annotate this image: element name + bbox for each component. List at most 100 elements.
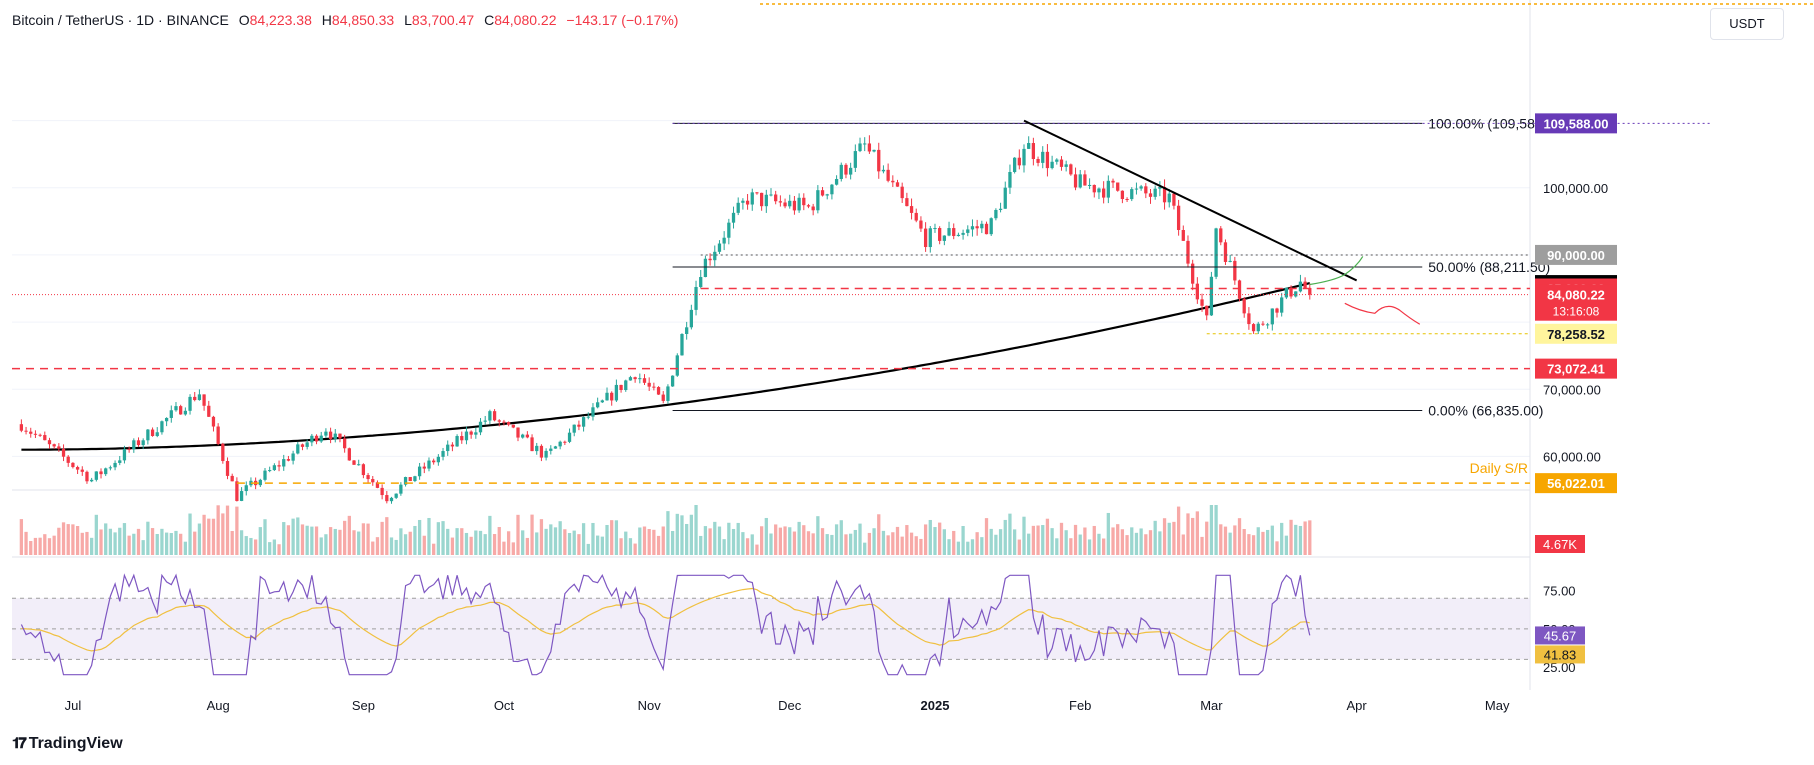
candle-body xyxy=(703,258,708,278)
close-label: C xyxy=(484,12,495,28)
candle-body xyxy=(1055,159,1059,162)
volume-bar xyxy=(141,540,145,555)
candle-body xyxy=(300,444,305,447)
candle-body xyxy=(806,205,811,207)
candle-body xyxy=(736,202,740,213)
candle xyxy=(806,203,811,209)
volume-bar xyxy=(366,523,370,555)
volume-bar xyxy=(544,528,548,555)
candle xyxy=(502,419,506,426)
volume-bar xyxy=(774,524,778,555)
fib-level-label: 50.00% (88,211.50) xyxy=(1428,259,1550,275)
candle-body xyxy=(717,243,722,252)
volume-bar xyxy=(867,532,872,555)
tradingview-logo[interactable]: 𝟏𝟕 TradingView xyxy=(12,735,123,753)
volume-bar xyxy=(319,537,323,555)
candle-body xyxy=(1167,193,1171,203)
candle xyxy=(160,420,164,435)
volume-bar xyxy=(188,513,192,555)
volume-bar xyxy=(891,532,895,555)
volume-bar xyxy=(858,523,862,555)
candle xyxy=(863,137,867,152)
candle xyxy=(572,424,576,437)
candle-body xyxy=(1172,193,1176,206)
volume-bar xyxy=(956,541,961,555)
volume-bar xyxy=(614,520,619,555)
candle-body xyxy=(399,484,403,494)
volume-bar xyxy=(464,532,469,555)
volume-bar xyxy=(1247,534,1251,555)
candle-body xyxy=(277,465,281,467)
volume-bar xyxy=(961,526,965,555)
candle xyxy=(1205,305,1209,321)
candle xyxy=(1153,185,1157,200)
candle xyxy=(577,420,581,431)
candle-body xyxy=(136,440,141,446)
candle-body xyxy=(474,432,478,435)
candle-body xyxy=(895,182,900,187)
volume-bar xyxy=(895,526,900,555)
volume-bar xyxy=(1083,527,1087,555)
candle xyxy=(759,192,764,211)
volume-bar xyxy=(1209,505,1214,555)
candle xyxy=(1303,277,1307,289)
candle-body xyxy=(764,194,768,207)
volume-bar xyxy=(258,527,262,555)
candle-body xyxy=(1125,199,1129,201)
volume-bar xyxy=(127,535,131,555)
candle xyxy=(277,460,281,472)
volume-bar xyxy=(1120,529,1125,555)
candle-body xyxy=(567,432,572,442)
candle-body xyxy=(1134,188,1139,190)
volume-bar xyxy=(553,527,558,555)
symbol-header: Bitcoin / TetherUS · 1D · BINANCE O84,22… xyxy=(12,12,678,28)
volume-bar xyxy=(492,534,497,555)
currency-button[interactable]: USDT xyxy=(1710,8,1784,40)
candle-body xyxy=(919,220,923,229)
candle xyxy=(844,163,848,179)
candle-body xyxy=(460,436,464,441)
candle xyxy=(394,493,398,500)
candle-body xyxy=(535,445,539,452)
price-axis: 100,000.00 70,000.00 60,000.00 109,588.00 90… xyxy=(1535,113,1617,675)
candle-body xyxy=(581,417,586,427)
candle xyxy=(1289,285,1293,299)
candle-body xyxy=(352,460,356,465)
candle xyxy=(1130,187,1134,202)
candle xyxy=(699,269,703,289)
candle xyxy=(563,440,567,446)
volume-bar xyxy=(1069,538,1073,555)
candle-body xyxy=(980,223,984,229)
candle xyxy=(1298,274,1303,293)
candle-body xyxy=(820,190,825,196)
volume-bar xyxy=(675,513,679,555)
candle-body xyxy=(71,462,75,468)
candle xyxy=(328,427,333,444)
volume-bar xyxy=(699,535,703,555)
candle xyxy=(361,463,366,479)
volume-bar xyxy=(886,535,890,555)
candle xyxy=(624,379,628,392)
candle xyxy=(216,423,220,446)
candle xyxy=(680,333,684,356)
candle-body xyxy=(66,456,70,463)
volume-bar xyxy=(389,537,394,555)
price-level-tag: 73,072.41 xyxy=(1535,358,1617,379)
candle-body xyxy=(188,396,192,411)
candle xyxy=(389,496,394,504)
candle-body xyxy=(1205,305,1209,316)
candle xyxy=(460,431,464,444)
candle xyxy=(802,193,806,211)
candle-body xyxy=(1270,308,1274,325)
candle xyxy=(675,353,679,377)
candle-body xyxy=(802,197,806,206)
candle xyxy=(530,434,534,452)
candle xyxy=(33,430,38,439)
candle-body xyxy=(741,200,745,203)
volume-bar xyxy=(441,521,445,555)
candle-body xyxy=(1097,188,1101,193)
candle xyxy=(197,389,202,401)
candle xyxy=(914,208,918,223)
volume-bar xyxy=(1242,529,1246,555)
